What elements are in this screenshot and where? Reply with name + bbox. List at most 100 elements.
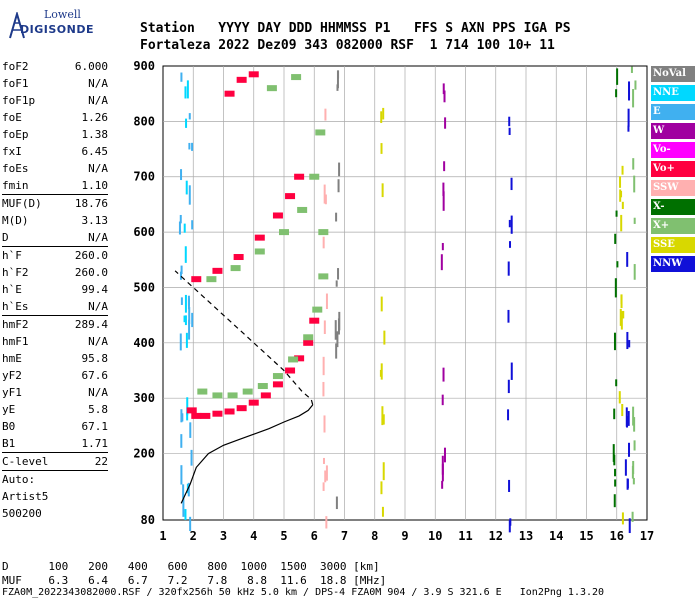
- noise-mark: [382, 414, 385, 425]
- footer-d-row: D 100 200 400 600 800 1000 1500 3000 [km…: [2, 560, 380, 573]
- noise-mark: [178, 221, 181, 235]
- noise-mark: [632, 460, 635, 475]
- param-key: foF1p: [2, 94, 36, 107]
- noise-mark: [380, 143, 383, 154]
- noise-mark: [337, 70, 340, 79]
- header-label-5: FFS: [413, 21, 446, 36]
- noise-mark: [189, 422, 192, 438]
- x-tick-label: 15: [579, 529, 593, 543]
- param-value: N/A: [88, 300, 108, 313]
- y-tick-label: 400: [133, 336, 155, 350]
- point-vo-: [309, 317, 320, 324]
- noise-mark: [381, 406, 384, 420]
- noise-mark: [335, 343, 338, 359]
- x-tick-label: 2: [190, 529, 197, 543]
- trace-dashed-line: [174, 270, 314, 405]
- point-vo-: [294, 173, 305, 180]
- y-tick-label-bottom: 80: [141, 513, 155, 527]
- noise-mark: [380, 296, 383, 312]
- noise-mark: [616, 261, 619, 268]
- point-x-: [315, 129, 326, 136]
- x-tick-label: 4: [250, 529, 257, 543]
- footer-d-value: 3000: [313, 560, 354, 573]
- noise-mark: [185, 118, 188, 128]
- y-tick-label: 300: [133, 391, 155, 405]
- param-row: foEp 1.38: [2, 126, 108, 143]
- param-key: foF1: [2, 77, 29, 90]
- noise-mark: [442, 367, 445, 382]
- param-key: fmin: [2, 179, 29, 192]
- noise-mark: [627, 411, 630, 426]
- point-vo-: [186, 407, 197, 414]
- noise-mark: [380, 363, 383, 380]
- noise-mark: [189, 516, 192, 532]
- point-x-: [312, 306, 323, 313]
- point-x-: [291, 74, 302, 81]
- noise-mark: [381, 506, 384, 517]
- x-tick-label: 13: [519, 529, 533, 543]
- noise-mark: [184, 315, 187, 326]
- noise-mark: [624, 459, 627, 476]
- footer-muf-value: 7.8: [194, 574, 234, 587]
- noise-mark: [633, 440, 636, 451]
- point-vo-: [212, 267, 223, 274]
- param-row: h`E 99.4: [2, 281, 108, 298]
- noise-mark: [625, 407, 628, 427]
- noise-mark: [188, 185, 191, 205]
- param-row: yE 5.8: [2, 401, 108, 418]
- noise-mark: [442, 83, 445, 95]
- noise-mark: [381, 418, 384, 426]
- param-key: h`F2: [2, 266, 29, 279]
- noise-mark: [322, 482, 325, 491]
- header-value-5: 1: [429, 38, 446, 53]
- header-label-9: IGA: [523, 21, 555, 36]
- param-separator: [2, 452, 108, 453]
- point-vo-: [248, 71, 259, 78]
- param-key: foEp: [2, 128, 29, 141]
- noise-mark: [633, 264, 636, 280]
- point-vo-: [272, 212, 283, 219]
- legend-entry-vo-: Vo+: [651, 161, 695, 177]
- param-key: yF1: [2, 386, 22, 399]
- param-row: foF2 6.000: [2, 58, 108, 75]
- param-row: h`Es N/A: [2, 298, 108, 315]
- noise-mark: [633, 175, 636, 193]
- header-value-2: 343: [304, 38, 336, 53]
- x-tick-label: 14: [549, 529, 563, 543]
- noise-mark: [187, 482, 190, 497]
- noise-mark: [336, 84, 339, 91]
- noise-mark: [613, 454, 616, 466]
- y-tick-label: 800: [133, 114, 155, 128]
- x-tick-label: 11: [458, 529, 472, 543]
- param-key: yF2: [2, 369, 22, 382]
- param-row: M(D) 3.13: [2, 212, 108, 229]
- param-row: hmF1 N/A: [2, 333, 108, 350]
- param-value: 67.6: [81, 369, 109, 382]
- footer-info: FZA0M_2022343082000.RSF / 320fx256h 50 k…: [2, 587, 605, 598]
- noise-mark: [627, 108, 630, 127]
- legend-entry-ssw: SSW: [651, 180, 695, 196]
- point-x-: [197, 388, 208, 395]
- noise-mark: [621, 512, 624, 525]
- footer-distance-muf: D 100 200 400 600 800 1000 1500 3000 [km…: [2, 560, 386, 588]
- noise-mark: [179, 271, 182, 280]
- noise-mark: [619, 176, 622, 188]
- header-label-0: Station: [140, 21, 219, 36]
- param-row: hmE 95.8: [2, 350, 108, 367]
- param-key: hmE: [2, 352, 22, 365]
- footer-muf-value: 7.2: [154, 574, 195, 587]
- legend-entry-w: W: [651, 123, 695, 139]
- header-value-4: RSF: [390, 38, 430, 53]
- point-vo-: [224, 408, 235, 415]
- noise-mark: [184, 246, 187, 263]
- footer-muf-value: 11.6: [273, 574, 314, 587]
- noise-mark: [323, 184, 326, 204]
- noise-mark: [336, 70, 339, 89]
- noise-mark: [181, 413, 184, 422]
- param-value: 260.0: [74, 266, 108, 279]
- noise-mark: [323, 415, 326, 433]
- noise-mark: [381, 183, 384, 198]
- param-key: h`Es: [2, 300, 29, 313]
- param-value: 1.71: [81, 437, 109, 450]
- auto-label: Auto:: [2, 473, 36, 486]
